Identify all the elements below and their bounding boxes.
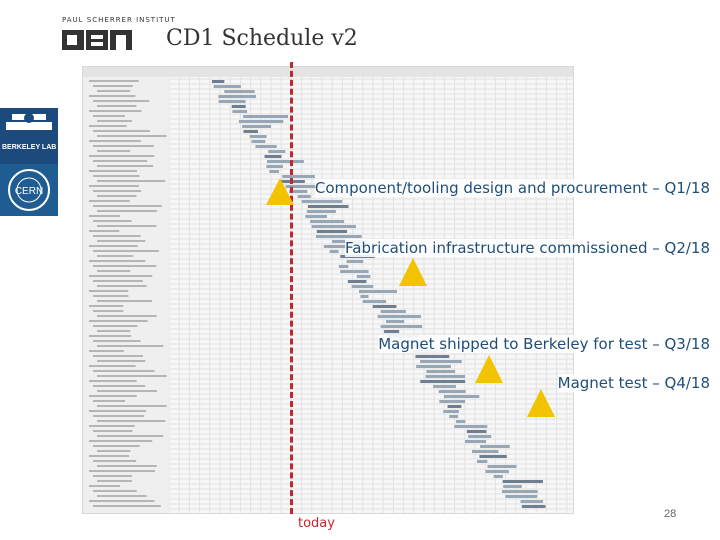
cern-logo-text: CERN — [15, 186, 43, 197]
page-title: CD1 Schedule v2 — [166, 26, 358, 51]
partner-logos: BERKELEY LAB CERN — [0, 108, 58, 216]
berkeley-lab-icon — [6, 113, 52, 130]
psi-logo-icon — [62, 30, 132, 50]
gantt-chart-graphic — [83, 67, 573, 513]
cern-logo-icon: CERN — [8, 169, 50, 211]
psi-logo: PAUL SCHERRER INSTITUT — [62, 16, 175, 52]
gantt-bars — [89, 80, 546, 508]
page-number: 28 — [664, 508, 677, 520]
today-label: today — [298, 516, 335, 531]
milestone-label-4: Magnet test – Q4/18 — [557, 374, 710, 392]
milestone-triangle-2 — [399, 258, 427, 286]
cern-logo: CERN — [0, 164, 58, 216]
psi-institute-name: PAUL SCHERRER INSTITUT — [62, 16, 176, 24]
today-line — [290, 62, 293, 514]
berkeley-lab-logo: BERKELEY LAB — [0, 108, 58, 160]
milestone-label-1: Component/tooling design and procurement… — [314, 179, 710, 197]
milestone-triangle-1 — [266, 178, 294, 205]
gantt-chart-image — [82, 66, 574, 514]
milestone-label-3: Magnet shipped to Berkeley for test – Q3… — [378, 335, 710, 353]
milestone-label-2: Fabrication infrastructure commissioned … — [345, 239, 710, 257]
milestone-triangle-4 — [527, 389, 555, 417]
berkeley-lab-text: BERKELEY LAB — [2, 144, 57, 151]
milestone-triangle-3 — [475, 355, 503, 383]
